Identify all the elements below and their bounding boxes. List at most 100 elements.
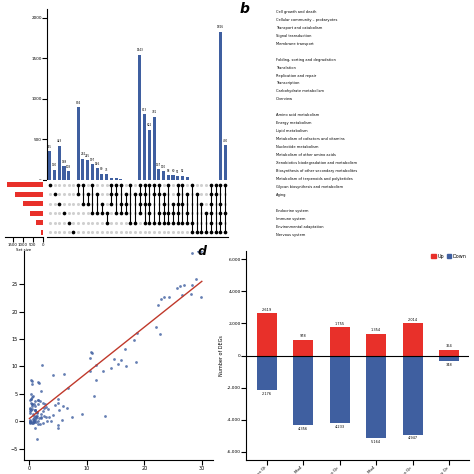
Point [133,358,140,366]
Point [169,181,177,189]
Point [103,219,110,227]
Point [32,414,39,422]
Point [188,219,196,227]
Point [100,412,108,420]
Point [117,228,125,236]
Point [155,228,163,236]
Point [39,399,46,407]
Point [141,191,148,198]
Point [198,200,205,208]
Point [63,404,71,412]
Text: d: d [198,245,207,258]
Point [99,367,106,375]
Point [146,200,153,208]
Point [164,210,172,217]
Bar [82,159,84,180]
Point [131,219,139,227]
Point [176,283,184,290]
Point [79,200,87,208]
Point [39,419,47,427]
Point [27,419,35,426]
Point [179,181,186,189]
Point [141,210,148,217]
Point [70,181,77,189]
Point [183,181,191,189]
Text: 245: 245 [85,154,90,158]
Point [37,414,45,421]
Point [188,228,196,236]
Point [103,210,110,217]
Point [93,219,101,227]
Point [65,219,73,227]
Text: 1826: 1826 [217,25,224,29]
Point [150,219,158,227]
Point [131,210,139,217]
Point [188,181,196,189]
Point [30,416,37,423]
Point [74,210,82,217]
Text: 355: 355 [47,145,52,149]
Bar [115,178,118,180]
Point [27,407,34,414]
Point [92,376,100,383]
Point [117,356,125,364]
Point [207,219,215,227]
Point [169,210,177,217]
Point [30,412,38,419]
Point [179,210,186,217]
Point [89,191,96,198]
Point [117,210,125,217]
Point [155,181,163,189]
Point [207,200,215,208]
Point [141,181,148,189]
Point [108,191,115,198]
Point [107,364,115,372]
Text: Lipid metabolism: Lipid metabolism [276,129,308,133]
Point [112,219,120,227]
Point [212,210,219,217]
Point [221,181,229,189]
Point [46,181,54,189]
Point [65,181,73,189]
Point [207,200,215,208]
Point [131,337,138,344]
Point [193,181,201,189]
Point [46,228,54,236]
Point [98,219,106,227]
Point [150,181,158,189]
Point [127,181,134,189]
Point [155,210,163,217]
Point [122,228,129,236]
Point [155,191,163,198]
Point [217,210,224,217]
Point [212,181,219,189]
Point [70,210,77,217]
Text: 168: 168 [61,160,67,164]
Point [86,355,93,362]
Point [28,402,36,410]
Text: 60: 60 [171,169,175,173]
Bar [186,177,189,180]
Point [89,181,96,189]
Point [87,348,95,356]
Point [112,181,120,189]
Text: 894: 894 [75,101,81,105]
Text: 1543: 1543 [137,48,143,52]
Point [70,228,77,236]
Point [169,210,177,217]
Point [217,181,224,189]
Text: 348: 348 [446,363,453,367]
Point [46,181,54,189]
Point [74,191,82,198]
Point [74,191,82,198]
Text: Translation: Translation [276,65,295,70]
Point [26,416,34,423]
Point [221,210,229,217]
Point [141,200,148,208]
Text: Endocrine system: Endocrine system [276,209,308,213]
Point [136,228,144,236]
Point [136,210,144,217]
Point [108,200,115,208]
Text: b: b [239,2,249,17]
Point [103,200,110,208]
